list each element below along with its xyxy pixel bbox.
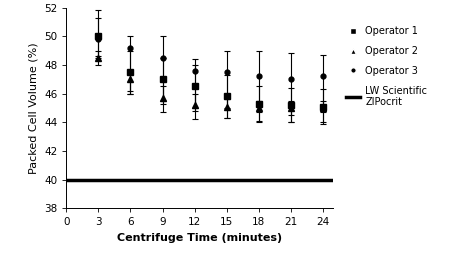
Y-axis label: Packed Cell Volume (%): Packed Cell Volume (%) [28,42,38,174]
Legend: Operator 1, Operator 2, Operator 3, LW Scientific
ZIPocrit: Operator 1, Operator 2, Operator 3, LW S… [342,23,431,111]
X-axis label: Centrifuge Time (minutes): Centrifuge Time (minutes) [118,233,283,243]
LW Scientific
ZIPocrit [74,178,80,181]
LW Scientific
ZIPocrit [64,178,69,181]
